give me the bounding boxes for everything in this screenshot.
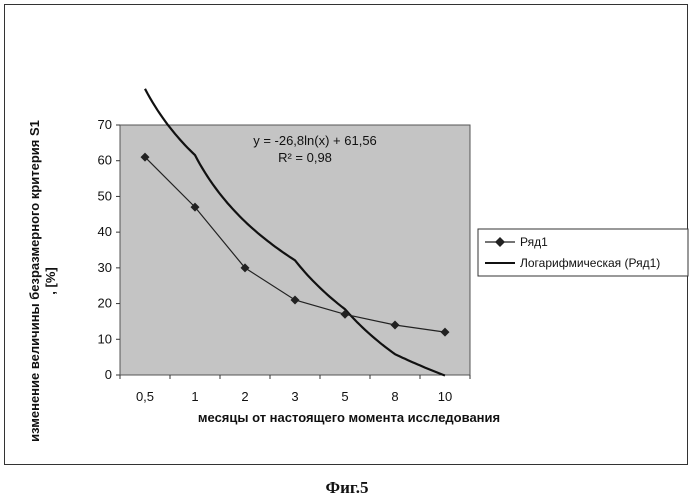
- y-axis-title: изменение величины безразмерного критери…: [27, 120, 42, 442]
- x-axis: 0,5 1 2 3 5 8 10: [120, 375, 470, 404]
- x-tick-label: 5: [341, 389, 348, 404]
- y-tick-label: 70: [98, 117, 112, 132]
- chart-frame: 0 10 20 30 40 50 60 70 0,5 1 2 3 5 8 10 y = -26,8ln(x…: [4, 4, 688, 465]
- x-tick-label: 1: [191, 389, 198, 404]
- y-tick-label: 40: [98, 224, 112, 239]
- y-axis: 0 10 20 30 40 50 60 70: [98, 117, 120, 382]
- y-tick-label: 20: [98, 296, 112, 311]
- y-tick-label: 50: [98, 188, 112, 203]
- chart-svg: 0 10 20 30 40 50 60 70 0,5 1 2 3 5 8 10 y = -26,8ln(x…: [5, 5, 689, 466]
- legend: Ряд1 Логарифмическая (Ряд1): [478, 229, 688, 276]
- x-axis-title: месяцы от настоящего момента исследовани…: [198, 410, 500, 425]
- legend-series-label: Ряд1: [520, 235, 548, 249]
- y-axis-title-unit: , [%]: [43, 267, 58, 294]
- y-tick-label: 10: [98, 331, 112, 346]
- y-tick-label: 30: [98, 260, 112, 275]
- x-tick-label: 0,5: [136, 389, 154, 404]
- x-tick-label: 10: [438, 389, 452, 404]
- x-tick-label: 3: [291, 389, 298, 404]
- trend-r-squared: R² = 0,98: [278, 150, 332, 165]
- y-tick-label: 60: [98, 153, 112, 168]
- x-tick-label: 2: [241, 389, 248, 404]
- y-tick-label: 0: [105, 367, 112, 382]
- trend-equation: y = -26,8ln(x) + 61,56: [253, 133, 377, 148]
- legend-trend-label: Логарифмическая (Ряд1): [520, 256, 660, 270]
- x-tick-label: 8: [391, 389, 398, 404]
- figure-caption: Фиг.5: [0, 478, 694, 498]
